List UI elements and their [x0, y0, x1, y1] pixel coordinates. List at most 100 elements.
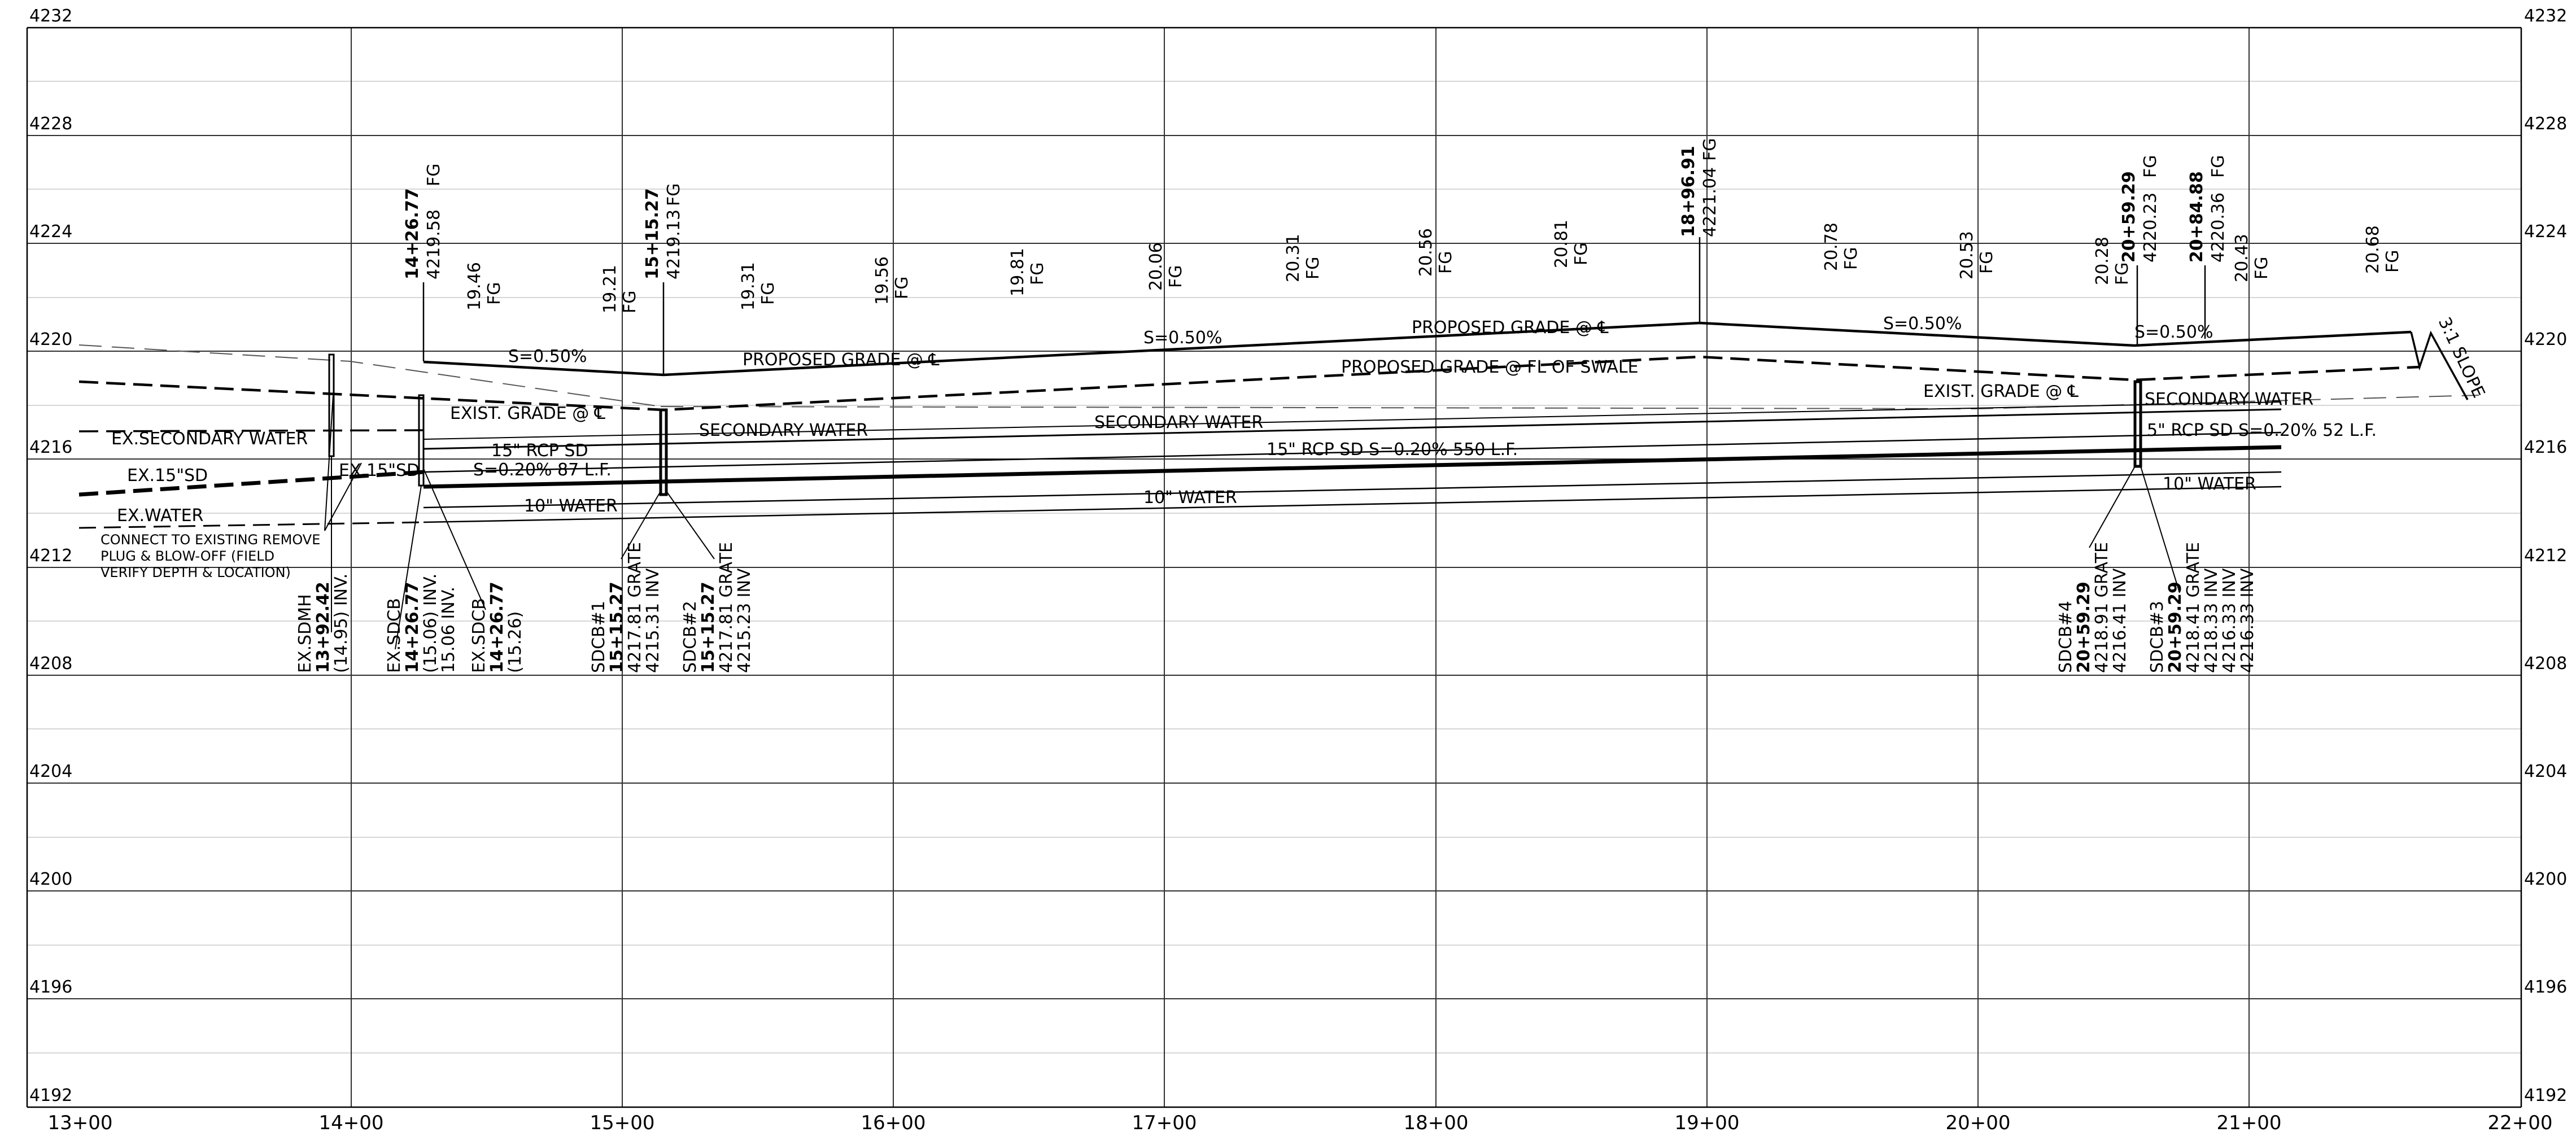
ex-sd-line	[78, 470, 424, 497]
connect-note-line: PLUG & BLOW-OFF (FIELD	[101, 548, 274, 564]
station-label: 20+00	[1945, 1112, 2010, 1132]
slope-label: S=0.50%	[2134, 322, 2213, 342]
grade-value: 20.68	[2363, 225, 2383, 274]
elev-label-right: 4192	[2524, 1086, 2567, 1105]
exist-grade-label: EXIST. GRADE @ ℄	[1923, 382, 2079, 401]
station-labels: 13+00 14+00 15+00 16+00 17+00 18+00 19+0…	[47, 1112, 2552, 1132]
elev-label-left: 4232	[29, 6, 72, 26]
grade-value: 20.28	[2093, 237, 2112, 285]
ex-water-line	[78, 521, 424, 529]
leader-sdcb-4	[2089, 466, 2136, 548]
callout-elev: 4221.04	[1700, 167, 1720, 237]
structure-label: SDCB#4	[2056, 601, 2076, 673]
three-to-one-slope	[2410, 330, 2469, 400]
structure-label: 4218.41 GRATE	[2184, 542, 2203, 673]
rcp-sd-upper	[423, 431, 2282, 473]
structure-label: 14+26.77	[487, 582, 507, 673]
slope-label: S=0.50%	[1143, 328, 1222, 348]
secondary-water-label: SECONDARY WATER	[1094, 413, 1263, 432]
elev-label-left: 4228	[29, 114, 72, 134]
water-main-upper	[423, 471, 2282, 509]
callout-ticks	[422, 237, 2206, 375]
rcp-sd-main	[423, 445, 2282, 489]
station-label: 16+00	[861, 1112, 925, 1132]
grade-suffix: FG	[758, 282, 778, 305]
structure-label: 4217.81 GRATE	[717, 542, 736, 673]
structure-label: EX.SDCB	[469, 598, 489, 673]
existing-grade-left	[78, 344, 661, 407]
grade-suffix: FG	[892, 276, 912, 299]
grade-suffix: FG	[2112, 262, 2132, 285]
ex-sd-label: EX.15"SD	[339, 461, 420, 480]
proposed-grade-label: PROPOSED GRADE @ ℄	[743, 350, 940, 370]
structure-label: SDCB#1	[589, 601, 609, 673]
structure-label: 13+92.42	[313, 582, 333, 673]
callout-suffix: FG	[664, 183, 684, 206]
callout-suffix: FG	[2208, 155, 2228, 178]
structure-label: 4216.41 INV	[2110, 568, 2130, 673]
elev-label-left: 4216	[29, 438, 72, 457]
structure-label: 4215.31 INV	[643, 568, 663, 673]
structure-label: (15.26)	[505, 611, 525, 673]
structure-label: 15.06 INV.	[439, 587, 459, 673]
station-label: 21+00	[2216, 1112, 2281, 1132]
structure-label: 15+15.27	[607, 582, 627, 673]
grid	[26, 27, 2522, 1108]
structure-symbols	[324, 353, 2180, 650]
elev-label-left: 4192	[29, 1086, 72, 1105]
grade-value: 19.31	[739, 262, 758, 311]
elev-label-left: 4208	[29, 654, 72, 674]
structure-label: 4216.33 INV	[2238, 568, 2258, 673]
elev-label-right: 4220	[2524, 330, 2567, 349]
water-main-lower	[423, 486, 2282, 523]
ex-secondary-water-line	[78, 429, 424, 432]
profile-lines	[78, 321, 2479, 529]
structure-label: 14+26.77	[403, 582, 422, 673]
secondary-water-label: SECONDARY WATER	[699, 421, 868, 440]
rcp-sd-label: 5" RCP SD S=0.20% 52 L.F.	[2147, 421, 2377, 440]
grade-value: 20.53	[1957, 231, 1977, 279]
leader-connect-note-2	[324, 395, 334, 531]
rcp-sd-label: 15" RCP SD	[491, 441, 588, 461]
slope-label: S=0.50%	[508, 347, 587, 366]
secondary-water-label: SECONDARY WATER	[2145, 390, 2313, 409]
grade-value: 20.81	[1552, 220, 1571, 268]
grade-value: 20.78	[1822, 222, 1841, 271]
station-label: 13+00	[47, 1112, 112, 1132]
callout-elev: 4219.58	[424, 209, 444, 279]
elev-label-right: 4200	[2524, 869, 2567, 889]
grade-value: 19.81	[1008, 248, 1028, 296]
callout-elev: 4219.13	[664, 209, 684, 279]
grade-value: 19.56	[872, 256, 892, 305]
structure-label: 4217.81 GRATE	[625, 542, 645, 673]
elev-label-left: 4224	[29, 222, 72, 242]
grade-suffix: FG	[1303, 256, 1323, 279]
leader-ex-sdcb-2	[423, 468, 486, 610]
exist-grade-label: EXIST. GRADE @ ℄	[450, 404, 605, 423]
grade-suffix: FG	[1841, 247, 1861, 270]
proposed-grade-label: PROPOSED GRADE @ ℄	[1412, 318, 1609, 338]
leader-ex-sdcb	[395, 485, 422, 650]
secondary-water-main-upper	[423, 401, 2282, 440]
structure-label: 20+59.29	[2165, 582, 2185, 673]
line-labels: S=0.50% S=0.50% S=0.50% S=0.50% PROPOSED…	[111, 314, 2488, 526]
structure-label: (14.95) INV.	[331, 574, 351, 673]
station-label: 15+00	[590, 1112, 654, 1132]
grade-suffix: FG	[1571, 242, 1591, 265]
grade-suffix: FG	[1166, 265, 1186, 288]
grade-value: 20.43	[2232, 234, 2252, 282]
structure-label: 4215.23 INV	[735, 568, 754, 673]
grade-suffix: FG	[1436, 251, 1456, 274]
station-callouts: 14+26.77 4219.58 FG 15+15.27 4219.13 FG …	[403, 138, 2228, 279]
grade-suffix: FG	[620, 290, 640, 313]
callout-elev: 4220.36	[2208, 193, 2228, 263]
station-label: 17+00	[1132, 1112, 1197, 1132]
ex-water-label: EX.WATER	[117, 506, 203, 526]
elev-label-right: 4204	[2524, 762, 2567, 781]
callout-suffix: FG	[2141, 155, 2160, 178]
elev-label-left: 4220	[29, 330, 72, 349]
elev-label-right: 4232	[2524, 6, 2567, 26]
connect-note-line: VERIFY DEPTH & LOCATION)	[101, 565, 291, 580]
station-label: 19+00	[1674, 1112, 1739, 1132]
structure-label: (15.06) INV.	[421, 574, 440, 673]
